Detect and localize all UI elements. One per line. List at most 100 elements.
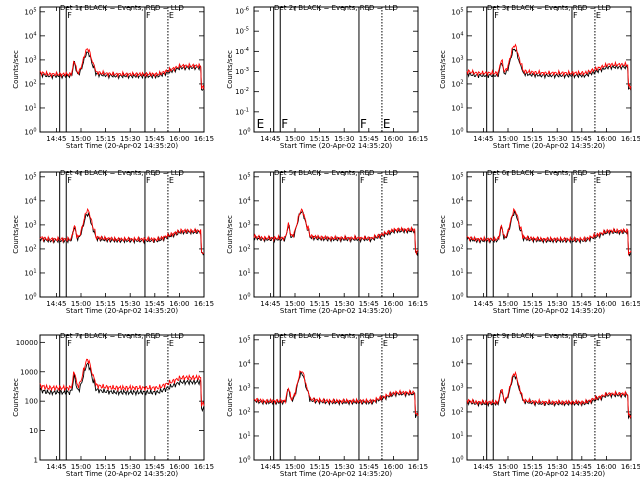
- chart-panel-6: Det 6r BLACK = Events, RED = LLD 14:45 15:…: [439, 169, 640, 315]
- y-axis-label: Counts/sec: [439, 378, 447, 417]
- series-lld-line: [466, 207, 632, 256]
- series-lld-line: [253, 208, 419, 256]
- plot-frame: [39, 171, 205, 298]
- x-axis-label: Start Time (20-Apr-02 14:35:20): [66, 470, 178, 478]
- marker-letter: E: [383, 339, 388, 348]
- x-tick-label: 14:45: [260, 463, 280, 471]
- chart-panel-5: Det 5r BLACK = Events, RED = LLD 14:45 15:…: [226, 169, 428, 315]
- x-tick-label: 16:00: [169, 135, 189, 143]
- marker-letter: F: [573, 176, 578, 185]
- marker-letter: E: [596, 339, 601, 348]
- series-lld-line: [39, 48, 205, 90]
- panel-title: Det 2r BLACK = Events, RED = LLD: [274, 4, 398, 12]
- x-tick-label: 15:00: [71, 463, 91, 471]
- series-events-line: [39, 362, 205, 413]
- x-tick-label: 15:30: [547, 300, 567, 308]
- y-tick-label: 104: [451, 359, 463, 368]
- x-tick-label: 15:15: [96, 135, 116, 143]
- marker-letter: F: [281, 117, 288, 131]
- y-tick-label: 10-6: [235, 7, 249, 16]
- y-tick-label: 100: [24, 293, 36, 302]
- y-axis-label: Counts/sec: [226, 215, 234, 254]
- y-axis-label: Counts/sec: [439, 215, 447, 254]
- marker-letter: F: [573, 11, 578, 20]
- series-events-line: [466, 48, 632, 91]
- marker-letter: F: [67, 339, 72, 348]
- y-tick-label: 100: [238, 456, 250, 465]
- marker-letter: F: [573, 339, 578, 348]
- plot-frame: [466, 171, 632, 298]
- x-tick-label: 16:00: [383, 300, 403, 308]
- y-tick-label: 102: [451, 244, 463, 253]
- y-tick-label: 103: [24, 55, 36, 64]
- y-tick-label: 104: [24, 31, 36, 40]
- marker-letter: F: [281, 339, 286, 348]
- x-tick-label: 15:45: [145, 463, 165, 471]
- y-tick-label: 10-2: [235, 87, 249, 96]
- x-axis-label: Start Time (20-Apr-02 14:35:20): [493, 307, 605, 315]
- x-tick-label: 16:15: [194, 300, 214, 308]
- marker-letter: F: [146, 176, 151, 185]
- chart-panel-3: Det 3r BLACK = Events, RED = LLD 14:45 15:…: [439, 4, 640, 150]
- y-axis-label: Counts/sec: [226, 378, 234, 417]
- y-tick-label: 101: [24, 268, 36, 277]
- y-axis-label: Counts/sec: [439, 50, 447, 89]
- plot-frame: [466, 6, 632, 133]
- marker-letter: F: [494, 339, 499, 348]
- plot-frame: [39, 6, 205, 133]
- y-axis-label: Counts/sec: [12, 215, 20, 254]
- series-events-line: [253, 370, 419, 418]
- panel-title: Det 6r BLACK = Events, RED = LLD: [487, 169, 611, 177]
- x-axis-label: Start Time (20-Apr-02 14:35:20): [493, 470, 605, 478]
- x-tick-label: 15:00: [498, 463, 518, 471]
- y-tick-label: 104: [451, 31, 463, 40]
- x-tick-label: 16:15: [408, 463, 428, 471]
- x-tick-label: 15:45: [359, 135, 379, 143]
- y-tick-label: 105: [451, 172, 463, 181]
- series-lld-line: [466, 43, 632, 91]
- plot-frame: [253, 334, 419, 461]
- series-lld-line: [253, 370, 419, 417]
- series-lld-line: [39, 358, 205, 407]
- x-tick-label: 15:15: [310, 463, 330, 471]
- y-axis-label: Counts/sec: [12, 50, 20, 89]
- y-tick-label: 103: [451, 220, 463, 229]
- y-tick-label: 101: [451, 268, 463, 277]
- y-tick-label: 1: [34, 457, 38, 465]
- y-tick-label: 103: [238, 220, 250, 229]
- y-tick-label: 105: [24, 7, 36, 16]
- y-tick-label: 105: [451, 7, 463, 16]
- x-tick-label: 16:00: [169, 300, 189, 308]
- y-tick-label: 105: [451, 335, 463, 344]
- x-tick-label: 14:45: [46, 463, 66, 471]
- y-tick-label: 100: [451, 293, 463, 302]
- y-tick-label: 100: [24, 128, 36, 137]
- x-tick-label: 15:15: [96, 300, 116, 308]
- y-tick-label: 10-1: [235, 107, 249, 116]
- x-tick-label: 16:15: [621, 135, 640, 143]
- x-tick-label: 16:15: [408, 135, 428, 143]
- series-events-line: [466, 209, 632, 257]
- x-tick-label: 14:45: [260, 300, 280, 308]
- y-tick-label: 105: [24, 172, 36, 181]
- y-tick-label: 10-5: [235, 27, 249, 36]
- x-axis-label: Start Time (20-Apr-02 14:35:20): [493, 142, 605, 150]
- x-axis-label: Start Time (20-Apr-02 14:35:20): [280, 470, 392, 478]
- x-tick-label: 15:30: [334, 300, 354, 308]
- y-tick-label: 100: [25, 398, 38, 406]
- x-tick-label: 15:15: [523, 135, 543, 143]
- chart-panel-1: Det 1r BLACK = Events, RED = LLD 14:45 15:…: [12, 4, 214, 150]
- chart-panel-9: Det 9r BLACK = Events, RED = LLD 14:45 15:…: [439, 332, 640, 478]
- y-axis-label: Counts/sec: [12, 378, 20, 417]
- x-tick-label: 14:45: [473, 135, 493, 143]
- panel-title: Det 1r BLACK = Events, RED = LLD: [60, 4, 184, 12]
- x-tick-label: 14:45: [473, 463, 493, 471]
- x-tick-label: 15:30: [547, 135, 567, 143]
- marker-letter: E: [596, 11, 601, 20]
- x-tick-label: 15:00: [71, 135, 91, 143]
- x-tick-label: 16:15: [194, 463, 214, 471]
- y-tick-label: 101: [238, 431, 250, 440]
- x-tick-label: 15:15: [310, 135, 330, 143]
- y-tick-label: 104: [238, 359, 250, 368]
- y-tick-label: 103: [238, 383, 250, 392]
